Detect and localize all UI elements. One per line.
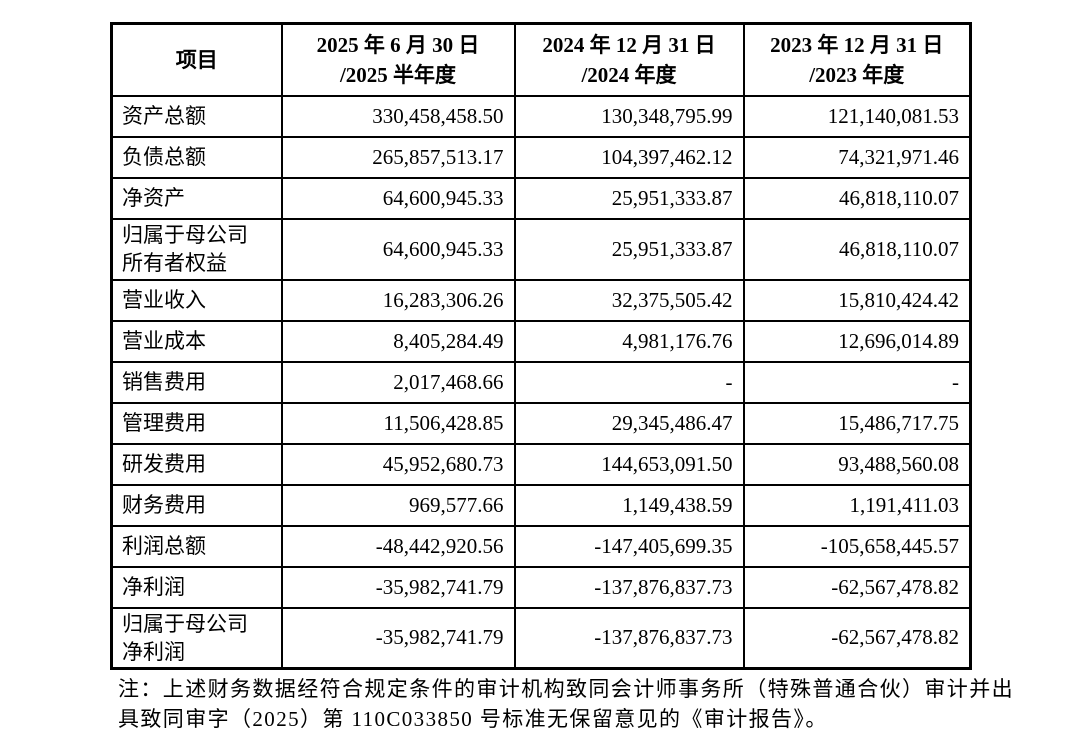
value-cell: -35,982,741.79 [280, 565, 516, 609]
value-cell: 12,696,014.89 [742, 319, 972, 363]
row-label: 净利润 [110, 565, 283, 609]
table-row: 净利润 -35,982,741.79 -137,876,837.73 -62,567,… [110, 565, 972, 609]
value-cell: - [513, 360, 745, 404]
value-cell: -62,567,478.82 [742, 565, 972, 609]
row-label: 管理费用 [110, 401, 283, 445]
value-cell: 25,951,333.87 [513, 217, 745, 281]
table-row: 研发费用 45,952,680.73 144,653,091.50 93,488,56… [110, 442, 972, 486]
value-cell: 265,857,513.17 [280, 135, 516, 179]
table-row: 净资产 64,600,945.33 25,951,333.87 46,818,110.… [110, 176, 972, 220]
header-item-label: 项目 [110, 22, 283, 97]
row-label: 研发费用 [110, 442, 283, 486]
row-label: 销售费用 [110, 360, 283, 404]
row-label: 营业成本 [110, 319, 283, 363]
header-period-2025: 2025 年 6 月 30 日 /2025 半年度 [280, 22, 516, 97]
footnote: 注：上述财务数据经符合规定条件的审计机构致同会计师事务所（特殊普通合伙）审计并出… [118, 677, 1014, 731]
value-cell: 1,191,411.03 [742, 483, 972, 527]
value-cell: 64,600,945.33 [280, 217, 516, 281]
row-label: 利润总额 [110, 524, 283, 568]
financial-data-table: 项目 2025 年 6 月 30 日 /2025 半年度 2024 年 12 月… [110, 22, 972, 670]
row-label: 归属于母公司 所有者权益 [110, 217, 283, 281]
value-cell: 93,488,560.08 [742, 442, 972, 486]
value-cell: -147,405,699.35 [513, 524, 745, 568]
value-cell: - [742, 360, 972, 404]
value-cell: 130,348,795.99 [513, 94, 745, 138]
table-row: 资产总额 330,458,458.50 130,348,795.99 121,140,… [110, 94, 972, 138]
table-row: 营业收入 16,283,306.26 32,375,505.42 15,810,424… [110, 278, 972, 322]
value-cell: -137,876,837.73 [513, 565, 745, 609]
table-row: 负债总额 265,857,513.17 104,397,462.12 74,321,9… [110, 135, 972, 179]
value-cell: 2,017,468.66 [280, 360, 516, 404]
value-cell: 46,818,110.07 [742, 217, 972, 281]
value-cell: 45,952,680.73 [280, 442, 516, 486]
table-row: 管理费用 11,506,428.85 29,345,486.47 15,486,717… [110, 401, 972, 445]
row-label: 资产总额 [110, 94, 283, 138]
value-cell: 969,577.66 [280, 483, 516, 527]
row-label: 财务费用 [110, 483, 283, 527]
value-cell: 32,375,505.42 [513, 278, 745, 322]
value-cell: 64,600,945.33 [280, 176, 516, 220]
value-cell: 46,818,110.07 [742, 176, 972, 220]
value-cell: 330,458,458.50 [280, 94, 516, 138]
table-row: 营业成本 8,405,284.49 4,981,176.76 12,696,014.8… [110, 319, 972, 363]
value-cell: -62,567,478.82 [742, 606, 972, 670]
value-cell: 74,321,971.46 [742, 135, 972, 179]
value-cell: 11,506,428.85 [280, 401, 516, 445]
table-row: 销售费用 2,017,468.66- - [110, 360, 972, 404]
table-row: 利润总额 -48,442,920.56 -147,405,699.35 -105,65… [110, 524, 972, 568]
row-label: 营业收入 [110, 278, 283, 322]
value-cell: 8,405,284.49 [280, 319, 516, 363]
table-row: 归属于母公司 所有者权益 64,600,945.33 25,951,333.87 46… [110, 217, 972, 281]
value-cell: 144,653,091.50 [513, 442, 745, 486]
table-row: 归属于母公司 净利润 -35,982,741.79 -137,876,837.73-… [110, 606, 972, 670]
row-label: 负债总额 [110, 135, 283, 179]
value-cell: 4,981,176.76 [513, 319, 745, 363]
value-cell: -137,876,837.73 [513, 606, 745, 670]
value-cell: -48,442,920.56 [280, 524, 516, 568]
header-period-2024: 2024 年 12 月 31 日 /2024 年度 [513, 22, 745, 97]
table-row: 财务费用 969,577.66 1,149,438.59 1,191,411.03 [110, 483, 972, 527]
value-cell: 25,951,333.87 [513, 176, 745, 220]
value-cell: 104,397,462.12 [513, 135, 745, 179]
row-label: 净资产 [110, 176, 283, 220]
value-cell: 1,149,438.59 [513, 483, 745, 527]
value-cell: -35,982,741.79 [280, 606, 516, 670]
value-cell: 121,140,081.53 [742, 94, 972, 138]
value-cell: 16,283,306.26 [280, 278, 516, 322]
value-cell: 15,486,717.75 [742, 401, 972, 445]
header-period-2023: 2023 年 12 月 31 日 /2023 年度 [742, 22, 972, 97]
header-row: 项目 2025 年 6 月 30 日 /2025 半年度 2024 年 12 月… [110, 22, 972, 97]
value-cell: 29,345,486.47 [513, 401, 745, 445]
value-cell: -105,658,445.57 [742, 524, 972, 568]
value-cell: 15,810,424.42 [742, 278, 972, 322]
row-label: 归属于母公司 净利润 [110, 606, 283, 670]
